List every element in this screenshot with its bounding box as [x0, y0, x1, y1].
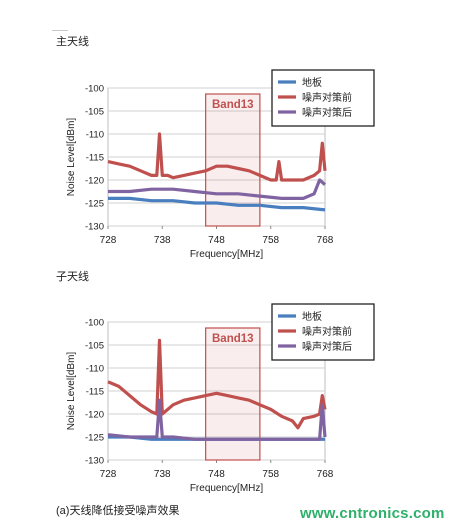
y-tick-label: -115	[86, 153, 104, 164]
legend-entry: 噪声对策后	[302, 340, 352, 353]
y-tick-label: -120	[85, 410, 104, 421]
y-tick-label: -105	[85, 107, 104, 118]
y-tick-label: -115	[86, 387, 104, 398]
y-tick-label: -130	[85, 222, 104, 233]
series-line-before	[107, 132, 327, 182]
panel-title-main-antenna: 主天线	[56, 36, 89, 48]
x-tick-label: 728	[100, 235, 117, 246]
x-axis-label: Frequency[MHz]	[190, 483, 264, 494]
series-line-after	[107, 398, 327, 441]
series-line-before	[107, 338, 327, 430]
x-axis-label: Frequency[MHz]	[190, 249, 264, 260]
x-tick-label: 728	[100, 469, 117, 480]
y-tick-label: -125	[85, 433, 104, 444]
y-tick-label: -100	[85, 318, 104, 329]
y-tick-label: -110	[86, 130, 104, 141]
x-tick-label: 758	[262, 235, 279, 246]
chart-sub-antenna: -100 -105 -110 -115 -120 -125 -130 728 738 748 758…	[66, 303, 375, 494]
y-axis-label: Noise Level[dBm]	[66, 352, 77, 431]
band13-label: Band13	[212, 333, 254, 345]
y-tick-label: -120	[85, 176, 104, 187]
x-tick-label: 738	[154, 469, 171, 480]
y-tick-label: -130	[85, 456, 104, 467]
legend-entry: 噪声对策后	[302, 106, 352, 119]
band13-label: Band13	[212, 99, 254, 111]
legend-entry: 地板	[302, 310, 322, 323]
legend-entry: 噪声对策前	[302, 325, 352, 338]
y-tick-label: -100	[85, 84, 104, 95]
series-line-after	[108, 178, 327, 200]
x-tick-label: 748	[208, 235, 225, 246]
y-tick-label: -105	[85, 341, 104, 352]
watermark-text: www.cntronics.com	[300, 505, 445, 522]
x-tick-label: 748	[208, 469, 225, 480]
x-tick-label: 758	[262, 469, 279, 480]
y-tick-label: -110	[86, 364, 104, 375]
panel-title-sub-antenna: 子天线	[56, 271, 89, 283]
series-line-floor	[108, 196, 326, 212]
y-tick-label: -125	[85, 199, 104, 210]
x-tick-label: 768	[317, 469, 334, 480]
figure-caption: (a)天线降低接受噪声效果	[56, 505, 180, 517]
legend-entry: 地板	[302, 76, 322, 89]
top-divider	[52, 30, 68, 31]
chart-main-antenna: -100 -105 -110 -115 -120 -125 -130 728 738 748 758…	[66, 69, 375, 260]
legend-entry: 噪声对策前	[302, 91, 352, 104]
x-tick-label: 768	[317, 235, 334, 246]
x-tick-label: 738	[154, 235, 171, 246]
y-axis-label: Noise Level[dBm]	[66, 118, 77, 197]
